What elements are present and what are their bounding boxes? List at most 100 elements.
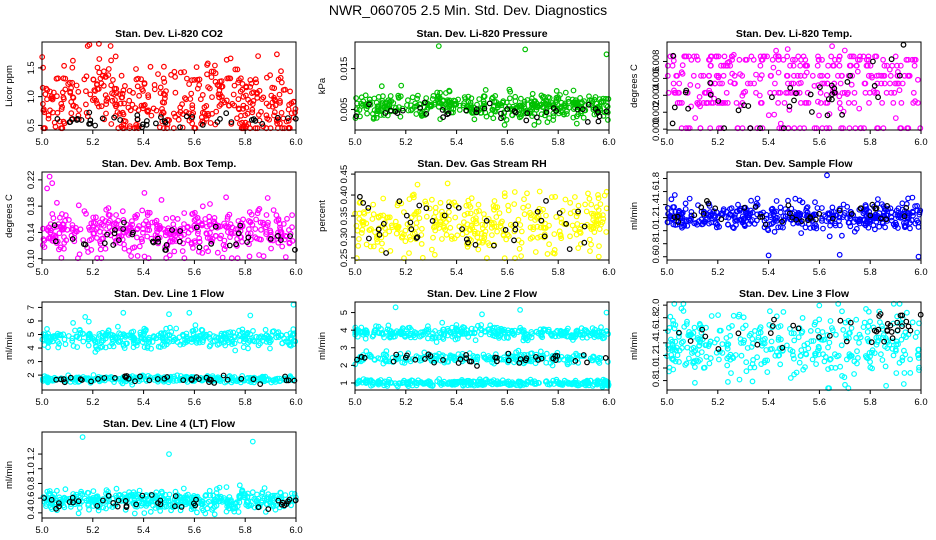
data-point <box>161 79 168 85</box>
data-point <box>452 214 459 221</box>
data-point <box>814 327 821 334</box>
data-point <box>126 123 133 129</box>
data-point <box>567 199 574 206</box>
data-point <box>67 88 74 95</box>
data-point <box>128 253 135 260</box>
data-point <box>883 89 890 96</box>
data-point <box>130 89 136 96</box>
data-point <box>518 228 525 235</box>
data-point <box>187 96 194 102</box>
data-point <box>674 352 681 359</box>
data-point <box>54 199 60 206</box>
data-point <box>272 102 279 109</box>
data-point <box>49 180 56 187</box>
data-point <box>733 99 740 106</box>
data-point <box>204 71 210 78</box>
data-point <box>439 236 445 242</box>
data-point <box>827 318 834 324</box>
data-point <box>44 326 50 332</box>
data-point <box>370 211 377 218</box>
data-point <box>216 94 223 101</box>
data-point <box>903 318 910 325</box>
data-point <box>586 236 593 243</box>
data-point <box>277 120 283 127</box>
data-point <box>140 121 146 128</box>
data-point <box>207 201 213 207</box>
data-point <box>126 97 133 104</box>
data-point <box>181 210 188 217</box>
data-point <box>112 53 119 60</box>
data-point <box>246 253 253 260</box>
data-point <box>107 43 114 49</box>
data-point <box>108 121 115 127</box>
data-point <box>290 301 297 308</box>
data-point <box>856 105 863 112</box>
y-tick-label: 0.30 <box>339 228 350 247</box>
data-point <box>196 82 203 88</box>
data-point <box>826 339 833 346</box>
data-point <box>521 101 527 108</box>
data-point <box>80 338 87 345</box>
data-point <box>696 93 703 100</box>
x-tick-label: 6.0 <box>602 267 615 278</box>
data-point <box>668 196 675 203</box>
data-point <box>671 192 678 198</box>
data-point <box>208 68 215 75</box>
data-point <box>703 353 710 360</box>
data-point <box>260 253 267 260</box>
data-point <box>880 56 886 63</box>
x-tick-label: 5.0 <box>348 397 361 408</box>
data-point <box>132 105 139 111</box>
data-point <box>43 85 50 92</box>
data-point <box>113 212 119 218</box>
data-point <box>76 107 82 113</box>
data-point <box>854 348 860 355</box>
data-point <box>564 111 570 117</box>
x-tick-label: 6.0 <box>289 137 302 148</box>
data-point <box>845 99 852 106</box>
data-point <box>157 84 164 91</box>
data-point <box>116 110 123 117</box>
data-point <box>157 90 164 96</box>
data-point <box>269 99 276 106</box>
plot-frame <box>354 301 610 391</box>
data-point <box>824 72 831 79</box>
x-tick-label: 5.6 <box>813 267 826 278</box>
data-point <box>58 100 65 107</box>
data-point <box>62 341 69 348</box>
panel-title: Stan. Dev. Amb. Box Temp. <box>102 158 237 170</box>
x-tick-label: 6.0 <box>289 267 302 278</box>
data-point <box>515 216 522 223</box>
data-point <box>145 92 152 98</box>
y-tick-label: 1.4 <box>651 198 662 211</box>
data-point <box>133 234 140 241</box>
data-point <box>909 319 916 326</box>
x-tick-label: 6.0 <box>602 397 615 408</box>
data-point <box>476 96 483 102</box>
data-point <box>223 56 230 63</box>
data-point <box>851 99 858 106</box>
data-point <box>183 113 190 120</box>
data-point <box>785 202 792 209</box>
data-point <box>225 102 232 109</box>
data-point <box>829 204 836 211</box>
data-point <box>355 242 362 249</box>
data-point <box>133 66 139 72</box>
data-point <box>85 318 92 325</box>
data-point <box>754 341 761 348</box>
data-point <box>736 56 743 63</box>
data-point <box>910 89 917 96</box>
data-point <box>139 124 146 130</box>
data-point <box>692 115 699 121</box>
data-point <box>720 72 727 79</box>
y-tick-label: 0.5 <box>26 119 37 132</box>
data-point <box>215 91 222 98</box>
x-tick-label: 5.4 <box>450 397 463 408</box>
data-point <box>262 326 269 333</box>
data-point <box>735 330 742 337</box>
data-point <box>799 315 806 321</box>
data-point <box>252 117 259 124</box>
data-point <box>60 75 67 82</box>
